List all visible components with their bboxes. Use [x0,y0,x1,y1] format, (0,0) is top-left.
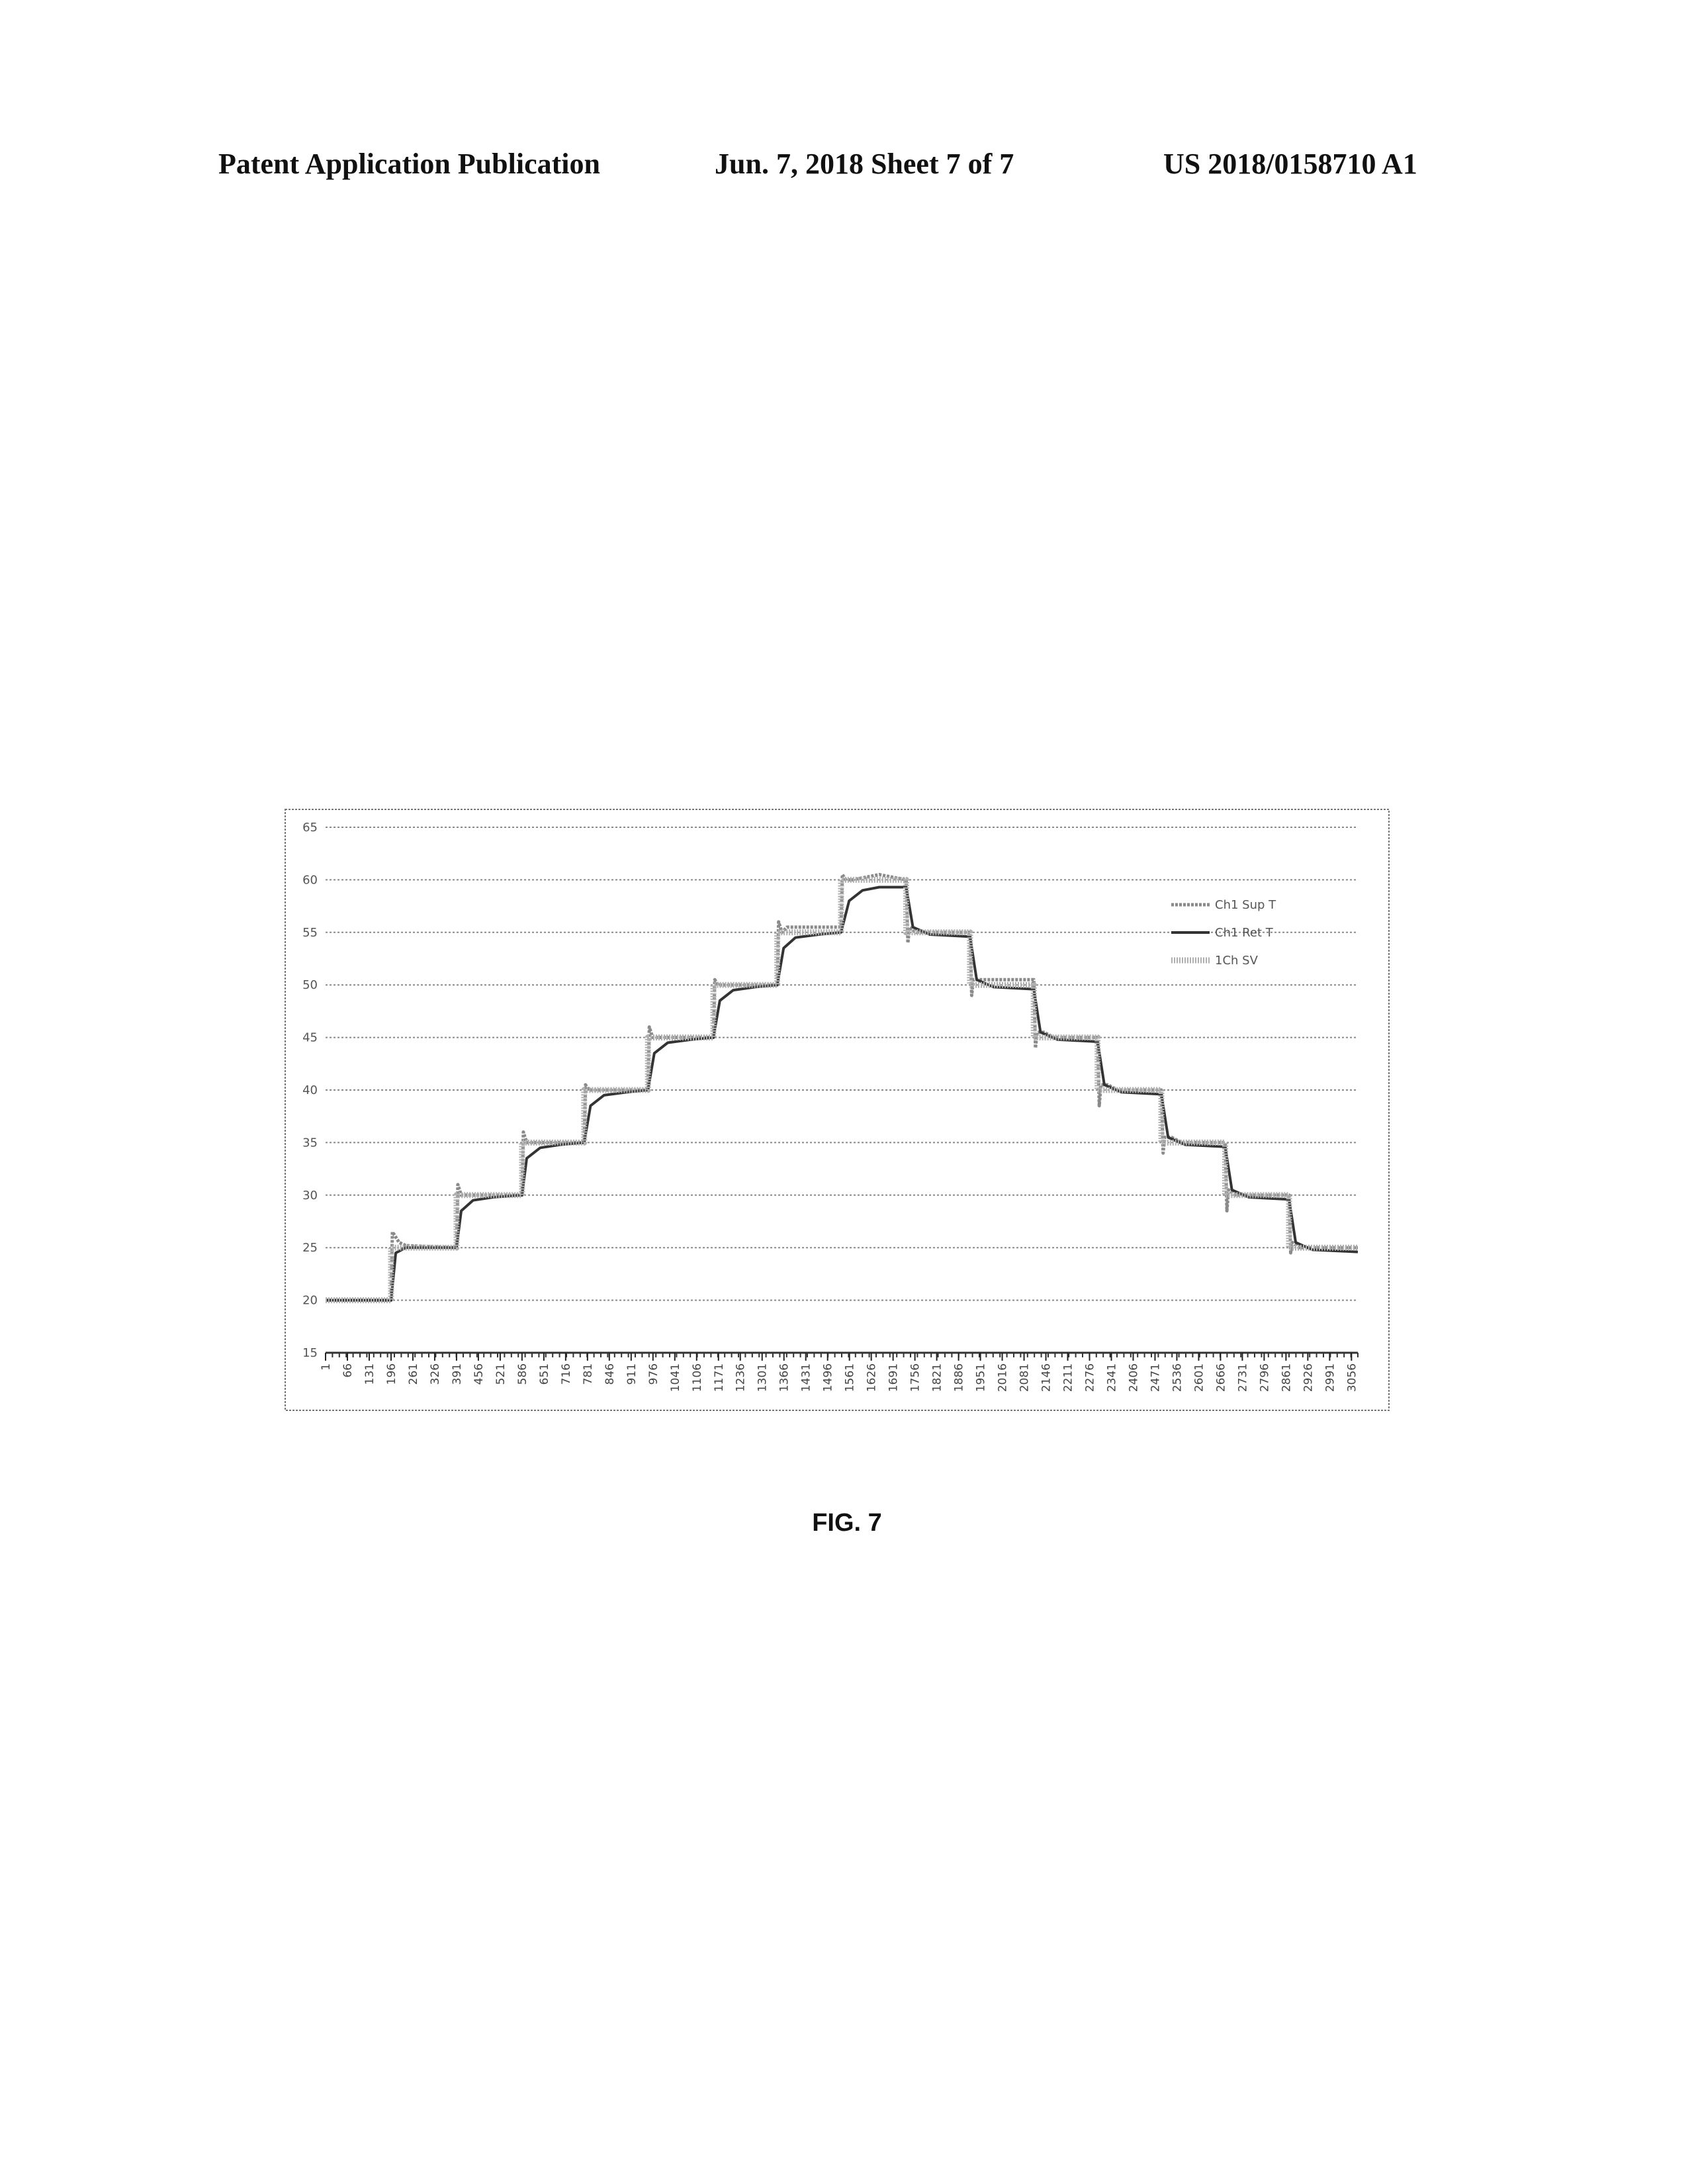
y-tick-label: 45 [302,1031,318,1045]
legend-label: Ch1 Sup T [1215,898,1276,912]
x-tick-label: 2146 [1040,1363,1053,1392]
x-tick-label: 781 [582,1363,595,1385]
x-tick-label: 456 [472,1363,486,1385]
y-tick-label: 25 [302,1241,318,1255]
x-tick-label: 2926 [1302,1363,1315,1392]
x-tick-label: 2991 [1323,1363,1337,1392]
x-tick-label: 2666 [1214,1363,1227,1392]
x-tick-label: 1431 [800,1363,813,1392]
y-tick-label: 30 [302,1189,318,1203]
x-tick-label: 1561 [844,1363,857,1392]
x-tick-label: 586 [516,1363,529,1385]
x-tick-label: 1821 [931,1363,944,1392]
x-tick-label: 1886 [953,1363,966,1392]
y-tick-label: 20 [302,1294,318,1308]
publication-number: US 2018/0158710 A1 [1163,147,1417,181]
x-tick-label: 1626 [866,1363,879,1392]
x-tick-label: 261 [407,1363,420,1385]
x-tick-label: 1951 [975,1363,988,1392]
x-tick-label: 326 [429,1363,442,1385]
x-tick-label: 391 [451,1363,464,1385]
y-tick-label: 40 [302,1083,318,1097]
x-tick-label: 1041 [669,1363,682,1392]
y-tick-label: 60 [302,873,318,887]
x-tick-label: 196 [385,1363,398,1385]
y-tick-label: 65 [302,821,318,835]
x-tick-label: 1171 [713,1363,726,1392]
x-tick-label: 1366 [778,1363,791,1392]
x-tick-label: 1691 [887,1363,901,1392]
page-header: Patent Application Publication Jun. 7, 2… [0,147,1694,187]
x-tick-label: 911 [625,1363,639,1385]
x-tick-label: 3056 [1345,1363,1359,1392]
x-tick-label: 2341 [1106,1363,1119,1392]
x-tick-label: 2536 [1171,1363,1184,1392]
x-tick-label: 1106 [691,1363,704,1392]
x-tick-label: 716 [560,1363,573,1385]
x-tick-label: 2796 [1258,1363,1271,1392]
x-tick-label: 651 [538,1363,551,1385]
x-tick-label: 1301 [756,1363,770,1392]
x-tick-label: 2861 [1280,1363,1293,1392]
figure-caption: FIG. 7 [0,1509,1694,1537]
x-tick-label: 2406 [1127,1363,1140,1392]
x-tick-label: 2471 [1149,1363,1162,1392]
y-tick-label: 55 [302,926,318,940]
x-tick-label: 1236 [735,1363,748,1392]
y-tick-label: 15 [302,1346,318,1360]
x-tick-label: 1496 [822,1363,835,1392]
y-tick-label: 50 [302,978,318,992]
x-tick-label: 2081 [1018,1363,1032,1392]
publication-title: Patent Application Publication [218,147,600,181]
x-tick-label: 1756 [909,1363,922,1392]
x-tick-label: 131 [363,1363,377,1385]
legend-label: Ch1 Ret T [1215,926,1274,940]
x-tick-label: 846 [603,1363,617,1385]
x-tick-label: 521 [494,1363,508,1385]
x-tick-label: 1 [320,1363,333,1371]
x-tick-label: 2276 [1084,1363,1097,1392]
legend-label: 1Ch SV [1215,954,1259,968]
x-tick-label: 2601 [1192,1363,1206,1392]
x-tick-label: 2731 [1236,1363,1249,1392]
x-tick-label: 976 [647,1363,660,1385]
x-tick-label: 2211 [1062,1363,1075,1392]
publication-date-sheet: Jun. 7, 2018 Sheet 7 of 7 [715,147,1014,181]
x-tick-label: 2016 [997,1363,1010,1392]
y-tick-label: 35 [302,1136,318,1150]
x-tick-label: 66 [341,1363,355,1378]
line-chart: 1520253035404550556065166131196261326391… [285,809,1390,1411]
